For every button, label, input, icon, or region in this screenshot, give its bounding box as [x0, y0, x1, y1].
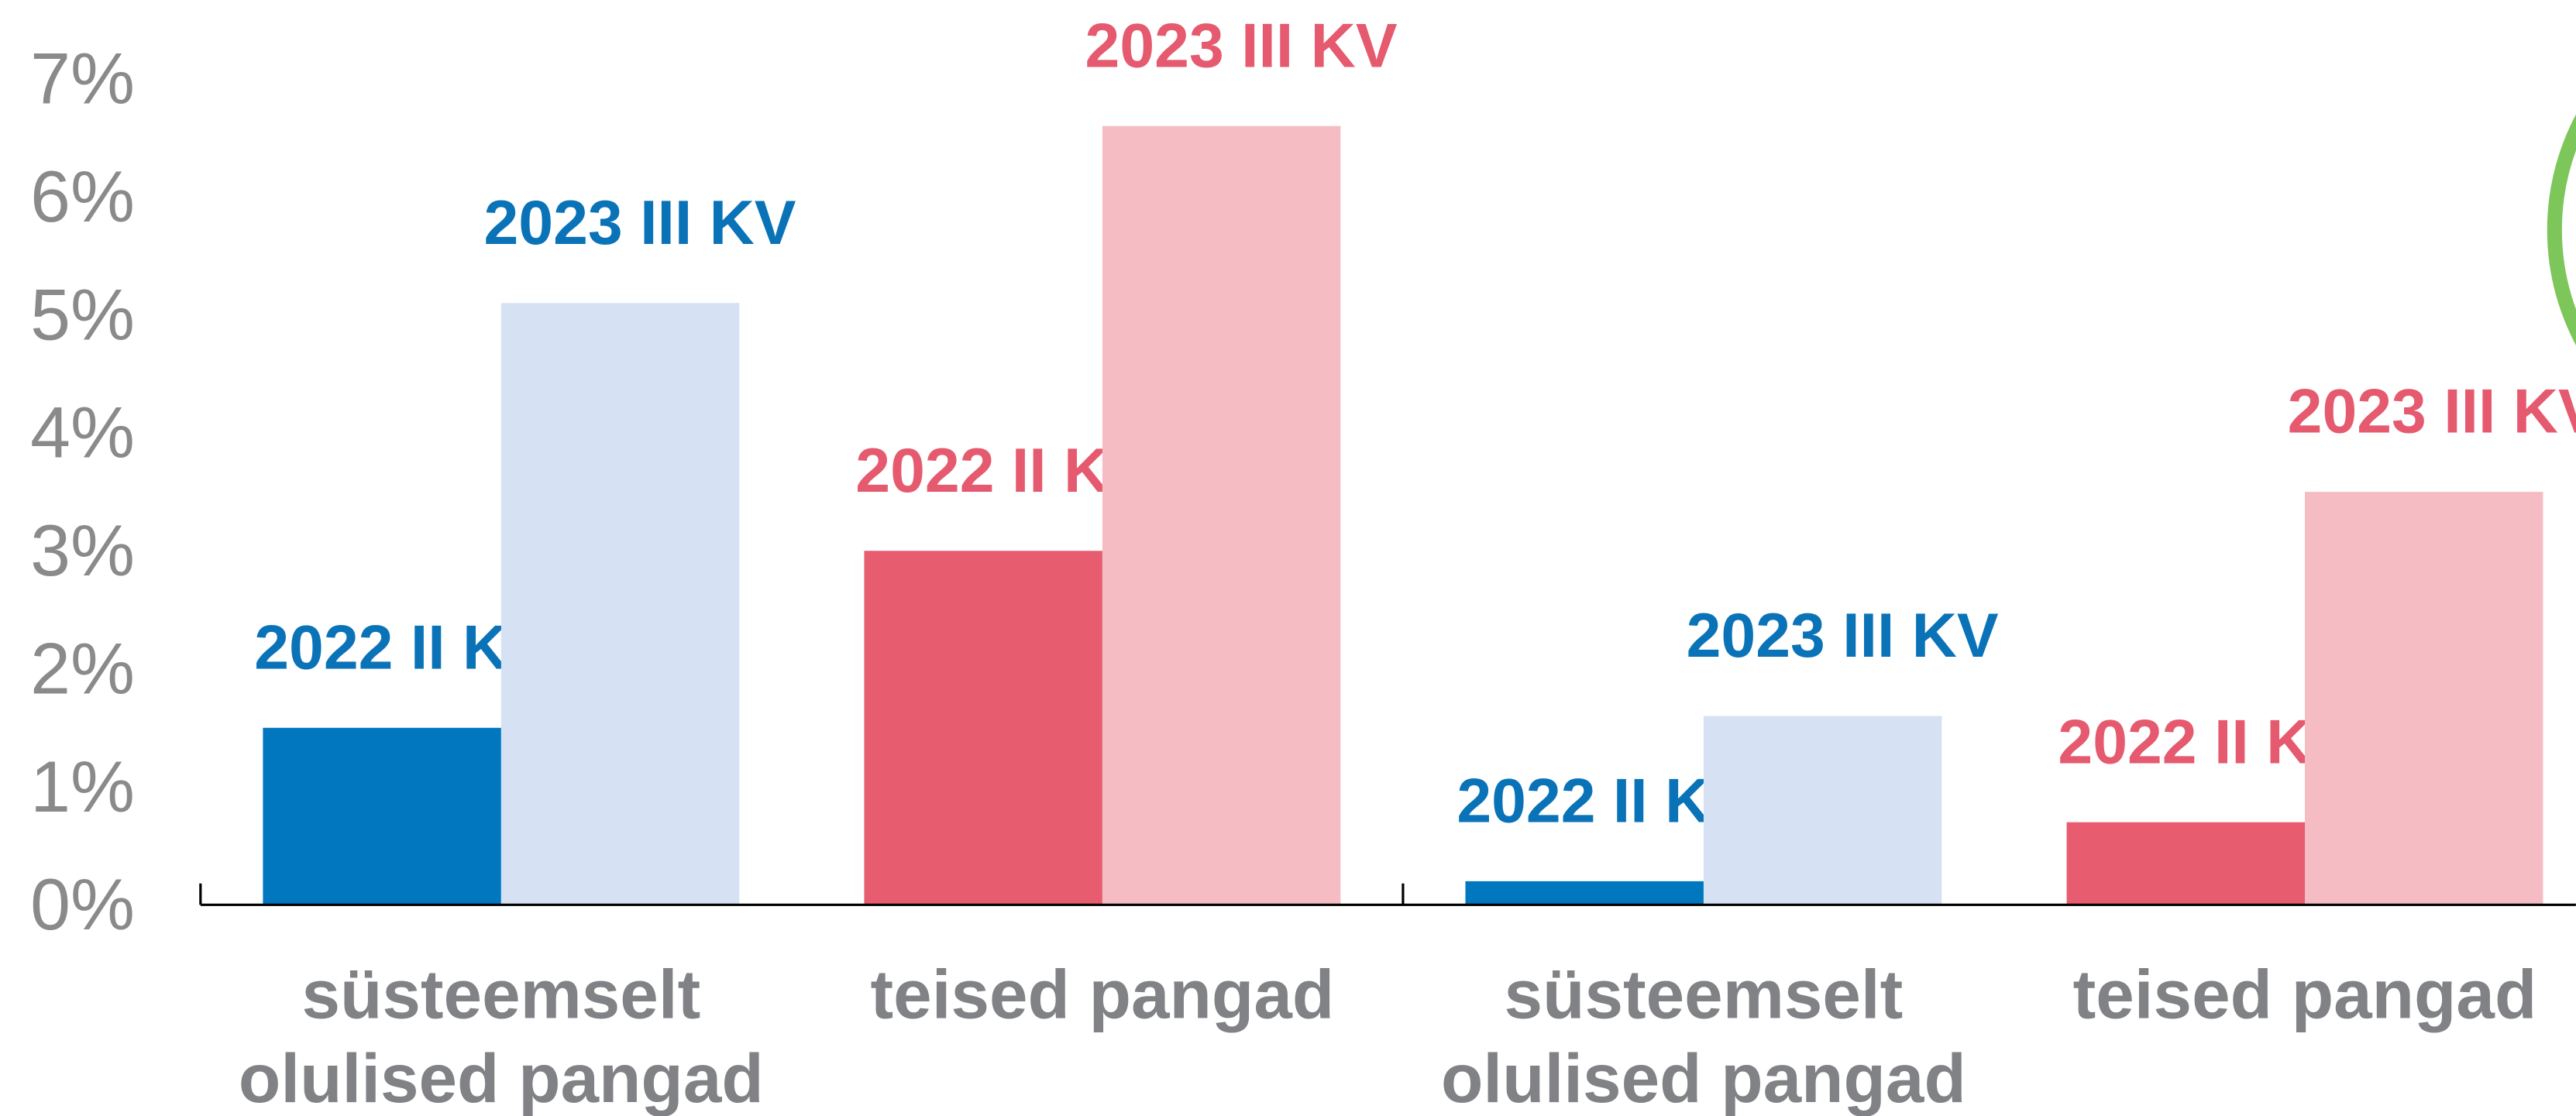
- y-tick-label: 7%: [30, 39, 135, 119]
- bar-label: 2022 II KV: [855, 436, 1150, 506]
- y-tick-label: 4%: [30, 393, 135, 473]
- bar: [263, 727, 501, 905]
- bar: [1465, 881, 1704, 905]
- bar: [864, 551, 1102, 905]
- bar-label: 2023 III KV: [1085, 11, 1398, 81]
- decoration-circle: [2547, 114, 2576, 345]
- bar: [2066, 822, 2306, 905]
- bar: [2305, 492, 2543, 905]
- y-tick-label: 0%: [30, 864, 135, 945]
- bar-label: 2023 III KV: [2288, 377, 2576, 447]
- bar: [500, 303, 740, 905]
- x-tick-label: teised pangad: [871, 956, 1335, 1033]
- bar-label: 2023 III KV: [1687, 601, 1999, 671]
- x-tick-label: teised pangad: [2073, 956, 2537, 1033]
- bar-label: 2022 II KV: [2058, 707, 2353, 777]
- x-tick-label: süsteemselt olulised pangad: [239, 956, 764, 1116]
- bar-label: 2022 II KV: [254, 613, 549, 682]
- y-tick-label: 5%: [30, 274, 135, 355]
- y-tick-label: 1%: [30, 747, 135, 827]
- bar-label: 2023 III KV: [483, 188, 796, 258]
- bar: [1102, 125, 1341, 905]
- plot-area: 0% 1% 2% 3% 4% 5% 6% 7% süsteemselt olulised pang…: [30, 11, 2576, 1116]
- bar: [1703, 716, 1942, 905]
- y-tick-label: 6%: [30, 156, 135, 237]
- y-tick-label: 2%: [30, 628, 135, 709]
- y-tick-label: 3%: [30, 510, 135, 591]
- x-tick-label: süsteemselt olulised pangad: [1441, 956, 1966, 1116]
- bar-label: 2022 II KV: [1457, 767, 1752, 836]
